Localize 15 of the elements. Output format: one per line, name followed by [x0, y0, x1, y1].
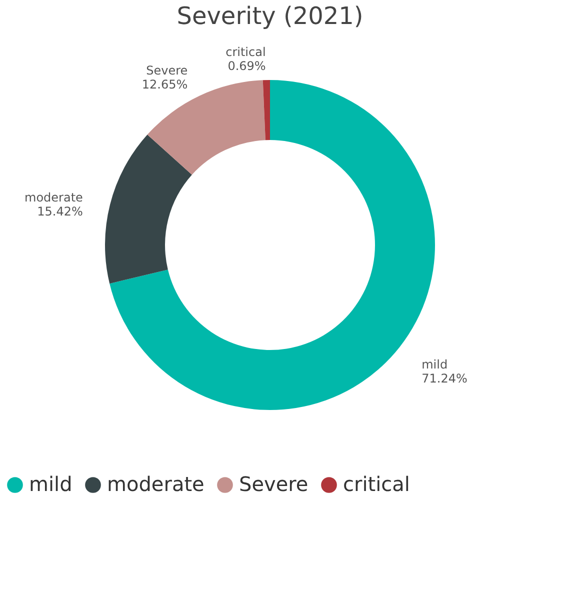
legend-label: Severe [239, 472, 308, 496]
slice-label: moderate [24, 190, 83, 205]
legend-label: moderate [107, 472, 204, 496]
donut-slice [105, 134, 192, 284]
legend-label: mild [29, 472, 72, 496]
slice-label: critical [226, 45, 266, 60]
donut-slice [262, 80, 270, 140]
slice-label: Severe [146, 63, 188, 78]
chart-title: Severity (2021) [176, 2, 364, 30]
data-label: 12.65% [142, 77, 188, 92]
legend-label: critical [343, 472, 410, 496]
slice-label: mild [422, 357, 448, 372]
data-label: 15.42% [37, 204, 83, 219]
data-label: 0.69% [228, 59, 266, 74]
data-label: 71.24% [422, 371, 468, 386]
